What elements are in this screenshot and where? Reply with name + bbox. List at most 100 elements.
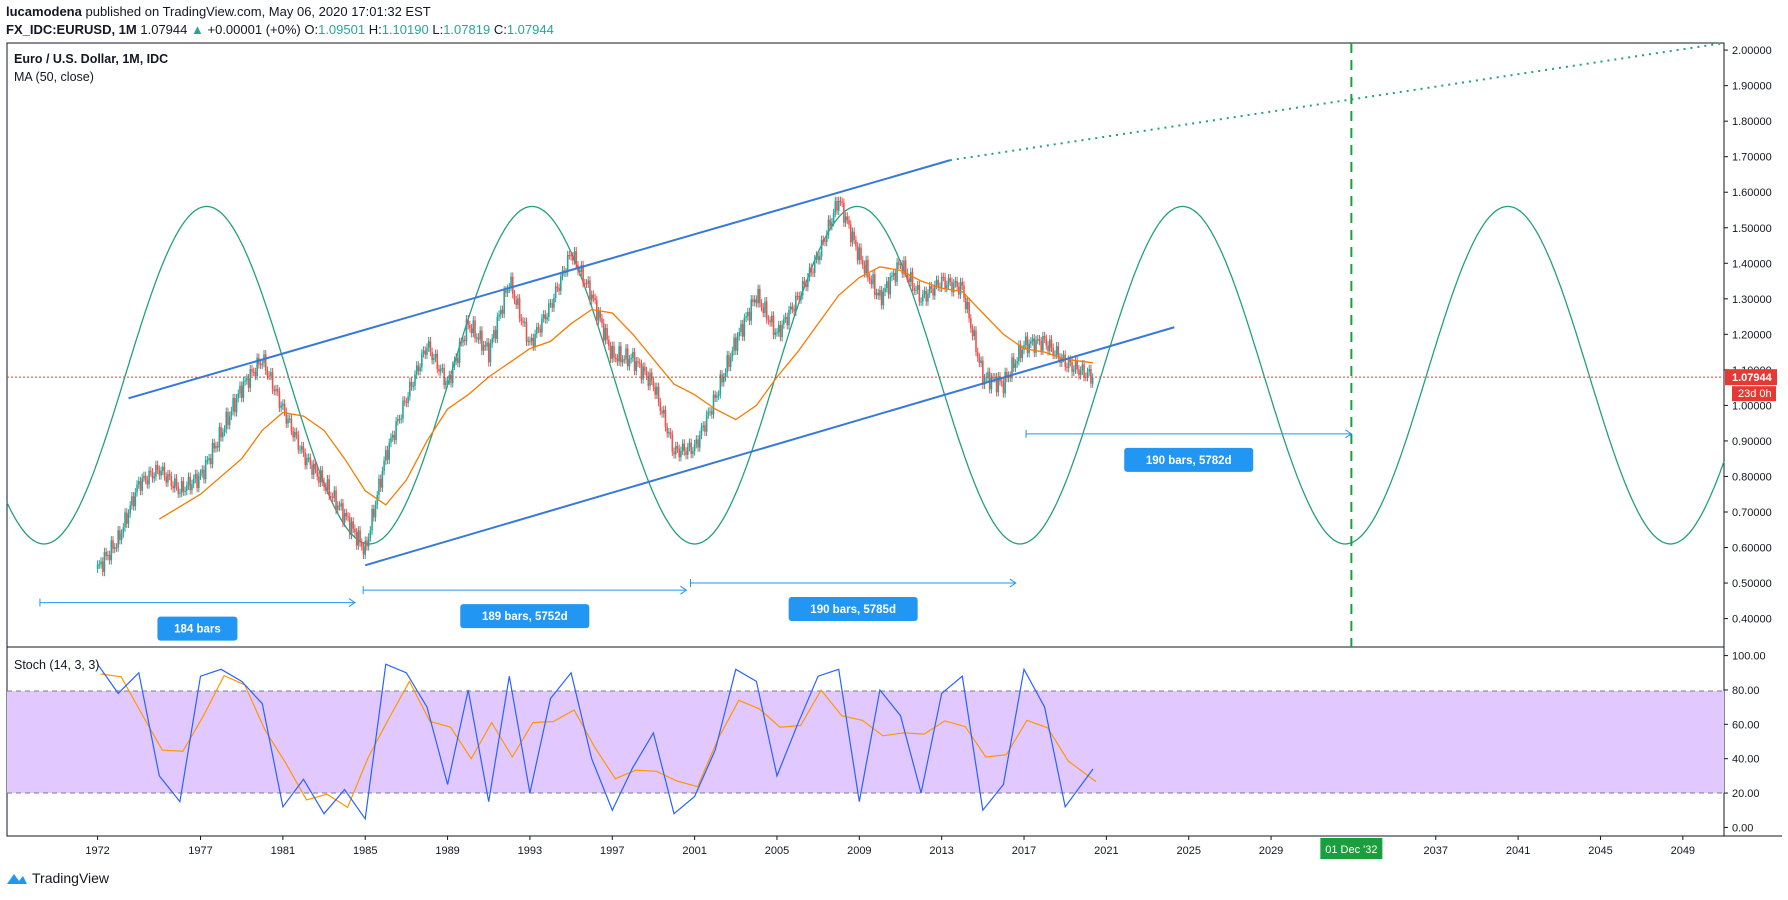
price-bar-body [819,255,821,261]
price-bar-body [189,476,192,491]
price-bar-body [1091,377,1094,384]
price-bar-body [523,321,526,323]
time-axis-label: 2029 [1259,845,1283,857]
channel-extension-line[interactable] [949,42,1725,162]
price-bar-body [234,398,236,413]
price-bar-body [722,377,725,383]
chart-title: Euro / U.S. Dollar, 1M, IDC [14,52,168,66]
channel-upper-line[interactable] [128,159,951,400]
measure-label-box[interactable] [460,604,590,629]
price-bar-body [239,385,241,394]
price-bar-body [518,298,521,319]
price-axis-label: 1.50000 [1732,223,1772,235]
price-bar-body [167,474,169,483]
price-bar-body [515,300,517,305]
price-bar-body [1002,382,1005,394]
price-bar-body [527,340,530,342]
low-label: L: [432,22,444,37]
price-bar-body [635,361,638,372]
measure-label: 189 bars, 5752d [482,611,568,623]
price-bar-body [606,328,608,340]
price-bar-body [573,251,576,261]
price-bar-body [424,350,427,355]
price-bar-body [360,542,363,547]
price-bar-body [801,281,804,296]
price-bar-body [285,411,288,424]
symbol-name[interactable]: FX_IDC:EURUSD, 1M [6,22,137,37]
price-bar-body [613,345,615,358]
price-bar-body [963,285,965,298]
price-bar-body [717,394,720,396]
price-bar-body [755,299,758,304]
price-bar-body [873,274,876,295]
measure-label-box[interactable] [1124,447,1254,472]
price-bar-body [276,389,279,392]
price-bar-body [645,371,648,376]
price-bar-body [777,325,780,333]
price-bar-body [716,395,718,398]
price-bar-body [328,479,330,496]
price-bar-body [788,310,790,326]
price-bar-body [110,540,113,561]
price-bar-body [647,375,650,387]
price-bar-body [997,376,1000,393]
price-bar-body [747,311,749,317]
price-bar-body [242,381,245,398]
price-bar-body [825,234,828,243]
price-bar-body [704,425,706,432]
price-bar-body [386,450,389,460]
measure-arrow-icon [680,585,688,595]
price-bar-body [657,386,660,403]
tradingview-brand[interactable]: TradingView [6,870,109,886]
price-bar-body [534,333,536,347]
price-bar-body [517,298,519,305]
price-bar-body [848,219,850,225]
price-bar-body [1009,375,1012,378]
price-bar-body [851,231,854,243]
measure-label: 184 bars [174,624,221,636]
price-bar-body [345,513,348,517]
price-bar-body [324,486,327,490]
price-bar-body [712,394,715,415]
price-bar-body [1042,336,1044,351]
time-axis-label: 1985 [353,845,377,857]
price-bar-body [642,366,644,380]
price-bar-body [659,402,662,411]
price-bar-body [499,309,502,315]
price-bar-body [671,434,674,452]
price-bar-body [750,299,753,321]
price-bar-body [836,201,838,211]
price-bar-body [815,255,818,260]
price-axis-label: 2.00000 [1732,45,1772,57]
price-bar-body [156,464,159,470]
time-axis-label: 1972 [85,845,109,857]
price-bar-body [405,402,408,404]
time-axis-label: 1981 [271,845,295,857]
price-bar-body [477,337,480,340]
price-bar-body [580,264,583,272]
price-bar-body [113,547,116,549]
price-bar-body [674,446,677,455]
price-bar-body [503,290,505,314]
price-bar-body [764,301,766,314]
channel-lower-line[interactable] [364,326,1175,567]
price-bar-body [256,357,258,377]
measure-label-box[interactable] [788,597,918,622]
price-bar-body [1084,376,1087,378]
price-bar-body [630,357,632,360]
measure-label-box[interactable] [157,616,238,641]
price-bar-body [103,551,106,572]
price-bar-body [901,264,904,274]
price-bar-body [982,360,984,385]
price-bar-body [385,450,387,461]
price-bar-body [831,222,833,227]
price-bar-body [319,470,322,483]
price-bar-body [772,315,775,335]
price-bar-body [678,448,680,458]
author-name[interactable]: lucamodena [6,4,82,19]
stoch-axis-label: 80.00 [1732,685,1760,697]
tradingview-logo-icon [7,874,27,884]
price-bar-body [649,372,651,387]
price-bar-body [127,513,130,524]
